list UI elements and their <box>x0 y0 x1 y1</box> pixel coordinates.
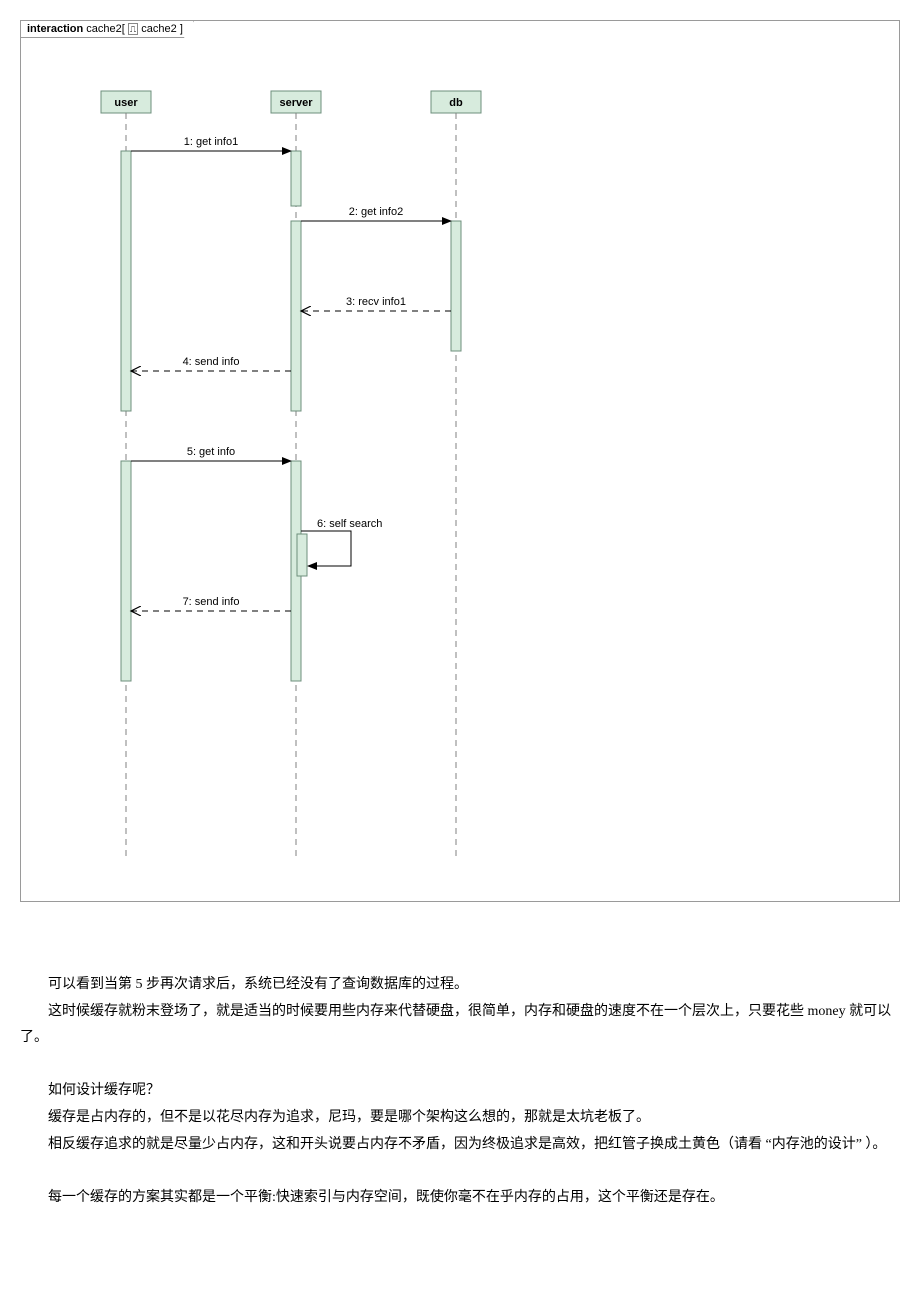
svg-text:6: self search: 6: self search <box>317 518 382 530</box>
svg-text:server: server <box>279 97 313 109</box>
paragraph: 每一个缓存的方案其实都是一个平衡:快速索引与内存空间，既使你毫不在乎内存的占用，… <box>20 1185 900 1212</box>
frame-name-2: cache2 <box>141 23 176 35</box>
frame-name-1: cache2 <box>86 23 121 35</box>
svg-text:db: db <box>449 97 463 109</box>
body-text: 可以看到当第 5 步再次请求后，系统已经没有了查询数据库的过程。 这时候缓存就粉… <box>20 972 900 1211</box>
svg-text:user: user <box>114 97 138 109</box>
frame-keyword: interaction <box>27 23 83 35</box>
svg-text:4: send info: 4: send info <box>183 356 240 368</box>
paragraph: 可以看到当第 5 步再次请求后，系统已经没有了查询数据库的过程。 <box>20 972 900 999</box>
paragraph: 如何设计缓存呢？ <box>20 1078 900 1105</box>
paragraph: 相反缓存追求的就是尽量少占内存，这和开头说要占内存不矛盾，因为终极追求是高效，把… <box>20 1132 900 1159</box>
svg-text:2: get info2: 2: get info2 <box>349 206 403 218</box>
sequence-diagram-frame: interaction cache2[ ⎍ cache2 ] user serve… <box>20 20 900 902</box>
paragraph: 缓存是占内存的，但不是以花尽内存为追求，尼玛，要是哪个架构这么想的，那就是太坑老… <box>20 1105 900 1132</box>
sequence-diagram-svg: user server db 1: get info1 2: get info2 3: r… <box>21 21 899 901</box>
svg-text:1: get info1: 1: get info1 <box>184 136 238 148</box>
svg-text:5: get info: 5: get info <box>187 446 235 458</box>
frame-tab: interaction cache2[ ⎍ cache2 ] <box>21 21 194 38</box>
svg-text:3: recv info1: 3: recv info1 <box>346 296 406 308</box>
frame-icon: ⎍ <box>128 23 138 35</box>
svg-text:7: send info: 7: send info <box>183 596 240 608</box>
paragraph: 这时候缓存就粉末登场了，就是适当的时候要用些内存来代替硬盘，很简单，内存和硬盘的… <box>20 999 900 1052</box>
